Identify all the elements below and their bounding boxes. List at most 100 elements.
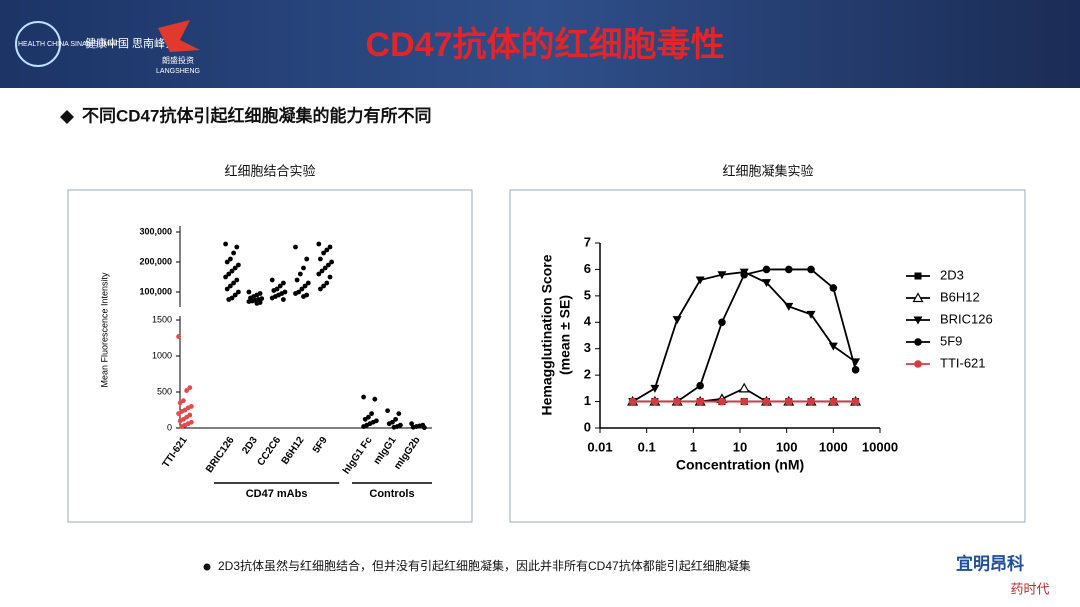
data-point [297, 271, 303, 277]
data-point [318, 256, 323, 262]
marker [784, 397, 793, 406]
marker [673, 397, 681, 406]
data-point [234, 277, 240, 283]
marker [784, 302, 794, 311]
data-point [281, 297, 286, 302]
data-point [236, 289, 241, 295]
marker [696, 381, 704, 390]
data-point [179, 424, 185, 429]
data-point [329, 259, 334, 265]
data-point [246, 299, 252, 304]
data-point [422, 425, 427, 431]
data-point [305, 280, 311, 286]
data-point [226, 271, 232, 277]
x-axis-title: Concentration (nM) [676, 457, 804, 473]
marker [912, 292, 924, 303]
legend-label: B6H12 [940, 289, 980, 304]
data-point [319, 268, 325, 274]
x-tick-label: 10000 [862, 439, 898, 454]
logo-text: 朗盛投资 [162, 55, 194, 65]
y-axis-title: Mean Fluorescence Intensity [99, 272, 109, 388]
data-point [321, 283, 326, 289]
data-point [224, 259, 230, 265]
agglutination-chart: 0 1 2 3 4 5 6 7 0.01 0.1 1 10 100 1000 10000 Concentrat… [539, 234, 993, 472]
data-point [321, 250, 326, 256]
y-tick-label: 3 [584, 340, 591, 355]
marker [696, 397, 704, 406]
data-point [232, 292, 238, 298]
data-point [362, 416, 368, 422]
chart-frame [67, 189, 473, 523]
marker [807, 397, 815, 406]
legend-label: BRIC126 [940, 311, 993, 326]
data-point [327, 274, 333, 280]
data-point [326, 262, 331, 268]
y-tick-label: 1 [584, 393, 591, 408]
footnote: 2D3抗体虽然与红细胞结合，但并没有引起红细胞凝集，因此并非所有CD47抗体都能… [218, 558, 751, 573]
data-point [269, 295, 275, 301]
y-tick-label: 7 [584, 234, 591, 249]
marker [650, 384, 660, 393]
bullet-text: 不同CD47抗体引起红细胞凝集的能力有所不同 [82, 105, 431, 125]
data-point [385, 408, 390, 414]
data-point [223, 241, 229, 247]
y-tick-label: 300,000 [139, 226, 172, 236]
x-tick-label: 10 [733, 439, 747, 454]
x-tick-label: 1000 [819, 439, 848, 454]
data-point [322, 265, 328, 271]
data-point [271, 288, 277, 293]
data-point [316, 271, 322, 277]
data-point [231, 280, 237, 286]
watermark: 药时代 [1010, 581, 1049, 596]
y-axis-title: (mean ± SE) [557, 295, 573, 375]
logo-text: 健康中国 思南峰会 [85, 36, 176, 50]
marker [762, 397, 771, 406]
chart-frame [509, 189, 1026, 523]
x-tick-label: 1 [690, 439, 697, 454]
data-point [327, 244, 333, 250]
data-point [277, 283, 283, 289]
y-tick-label: 0 [167, 422, 172, 432]
y-tick-label: 6 [584, 261, 591, 276]
legend-label: 5F9 [940, 333, 962, 348]
legend-label: 2D3 [940, 267, 964, 282]
marker [914, 360, 922, 368]
slide-title: CD47抗体的红细胞毒性 [366, 25, 725, 64]
data-point [361, 424, 366, 429]
marker [851, 366, 860, 374]
data-point [324, 280, 330, 286]
logo-ring [15, 21, 61, 67]
data-point [232, 265, 238, 271]
data-point [281, 280, 286, 286]
data-point [302, 283, 308, 289]
data-point [409, 421, 414, 427]
data-point [269, 277, 275, 283]
data-point [176, 334, 182, 339]
data-point [369, 411, 374, 416]
data-point [304, 256, 310, 262]
data-point [177, 400, 183, 406]
data-point [254, 301, 260, 306]
data-point [410, 424, 416, 430]
bullet-diamond [60, 110, 74, 124]
caption: 红细胞凝集实验 [722, 163, 813, 178]
marker [784, 265, 793, 274]
data-point [226, 297, 232, 302]
marker [738, 382, 750, 393]
footnote-dot [203, 563, 211, 571]
marker [762, 265, 771, 274]
data-point [184, 388, 190, 393]
data-point [386, 421, 392, 427]
x-tick-label: 0.01 [587, 439, 612, 454]
y-tick-label: 200,000 [139, 256, 172, 266]
y-axis-title: Hemagglutination Score [539, 254, 555, 415]
data-point [361, 394, 366, 400]
data-point [187, 385, 193, 391]
marker [828, 342, 838, 351]
data-point [236, 262, 241, 268]
marker [651, 397, 659, 406]
data-point [177, 418, 183, 424]
data-point [223, 274, 229, 280]
